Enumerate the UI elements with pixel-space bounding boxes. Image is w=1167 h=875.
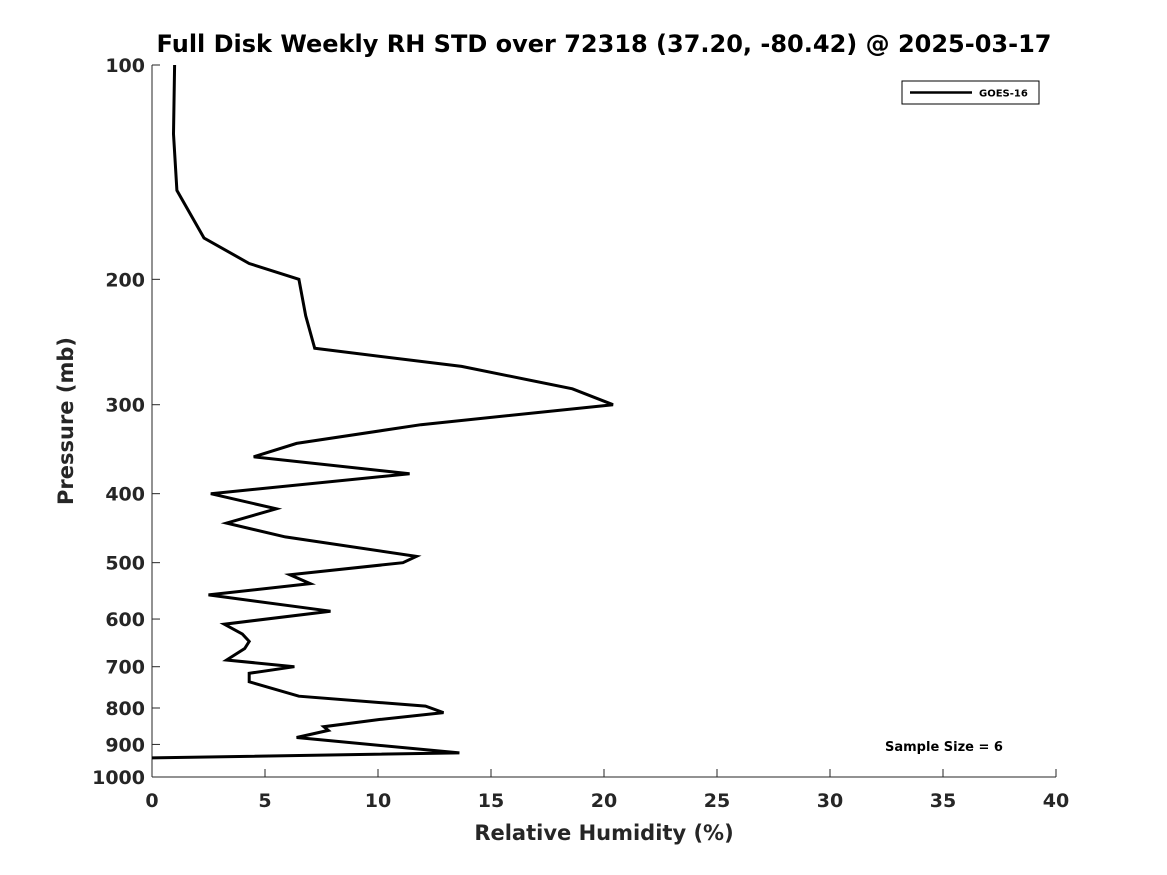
x-tick-label: 15 [478,790,504,812]
x-tick-label: 10 [365,790,391,812]
x-tick-label: 5 [258,790,271,812]
x-tick-label: 0 [145,790,158,812]
y-tick-label: 700 [105,657,145,679]
y-tick-label: 100 [105,55,145,77]
series-layer [151,64,614,760]
x-tick-label: 25 [704,790,730,812]
legend-entry-goes-16: GOES-16 [979,89,1028,100]
y-tick-label: 500 [105,553,145,575]
x-axis-label: Relative Humidity (%) [474,821,733,845]
x-tick-label: 35 [930,790,956,812]
y-axis-ticks: 100 200 300 400 500 600 700 800 900 1000 [92,55,160,789]
y-tick-label: 600 [105,609,145,631]
plot-axes [151,65,1056,778]
x-tick-label: 30 [817,790,843,812]
x-tick-label: 20 [591,790,617,812]
legend: GOES-16 [901,80,1040,105]
series-line-goes-16 [151,64,614,760]
chart-title: Full Disk Weekly RH STD over 72318 (37.2… [157,30,1052,58]
x-axis-ticks: 0 5 10 15 20 25 30 35 40 [145,769,1069,812]
y-tick-label: 1000 [92,767,145,789]
y-tick-label: 800 [105,698,145,720]
x-tick-label: 40 [1043,790,1069,812]
sample-size-annotation: Sample Size = 6 [885,740,1003,755]
y-tick-label: 200 [105,269,145,291]
y-tick-label: 900 [105,734,145,756]
y-tick-label: 300 [105,395,145,417]
y-axis-label: Pressure (mb) [54,337,78,505]
y-tick-label: 400 [105,484,145,506]
